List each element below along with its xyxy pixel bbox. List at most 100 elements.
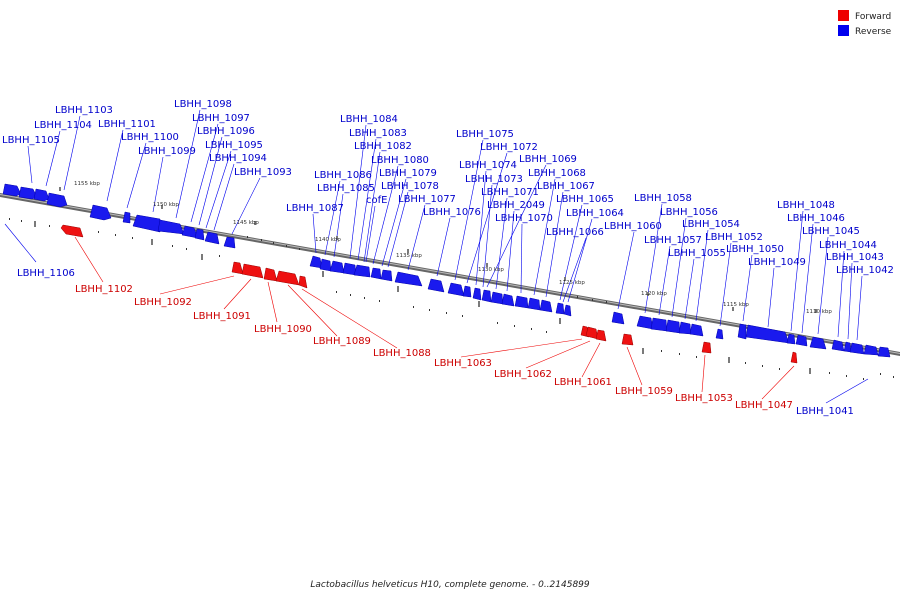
label-lbhh-1057[interactable]: LBHH_1057 xyxy=(644,235,702,246)
label-lbhh-1086[interactable]: LBHH_1086 xyxy=(314,170,372,181)
label-lbhh-1078[interactable]: LBHH_1078 xyxy=(381,181,439,192)
label-lbhh-1064[interactable]: LBHH_1064 xyxy=(566,208,624,219)
label-cofe[interactable]: cofE xyxy=(366,195,387,206)
gene-lbhh-1057[interactable] xyxy=(650,317,668,332)
gene-lbhh-1054[interactable] xyxy=(689,323,704,337)
label-lbhh-1093[interactable]: LBHH_1093 xyxy=(234,167,292,178)
label-lbhh-1065[interactable]: LBHH_1065 xyxy=(556,194,614,205)
label-lbhh-1070[interactable]: LBHH_1070 xyxy=(495,213,553,224)
label-lbhh-1053[interactable]: LBHH_1053 xyxy=(675,393,733,404)
gene-lbhh-1080[interactable] xyxy=(370,267,382,280)
gene-lbhh-1072[interactable] xyxy=(481,289,492,303)
gene-lbhh-1050[interactable] xyxy=(737,323,747,340)
label-lbhh-1047[interactable]: LBHH_1047 xyxy=(735,400,793,411)
label-lbhh-1058[interactable]: LBHH_1058 xyxy=(634,193,692,204)
gene-lbhh-1052[interactable] xyxy=(715,328,724,340)
gene-lbhh-1092[interactable] xyxy=(231,261,244,275)
label-lbhh-1090[interactable]: LBHH_1090 xyxy=(254,324,312,335)
gene-lbhh-1042[interactable] xyxy=(849,342,865,355)
label-lbhh-1077[interactable]: LBHH_1077 xyxy=(398,194,456,205)
gene-lbhh-1055[interactable] xyxy=(678,321,692,335)
label-lbhh-1082[interactable]: LBHH_1082 xyxy=(354,141,412,152)
label-lbhh-1106[interactable]: LBHH_1106 xyxy=(17,268,75,279)
gene-lbhh-1068[interactable] xyxy=(527,297,541,311)
gene-lbhh-1096[interactable] xyxy=(194,228,205,241)
gene-lbhh-1103[interactable] xyxy=(33,188,50,202)
label-lbhh-1105[interactable]: LBHH_1105 xyxy=(2,135,60,146)
label-lbhh-1080[interactable]: LBHH_1080 xyxy=(371,155,429,166)
label-lbhh-1044[interactable]: LBHH_1044 xyxy=(819,240,877,251)
label-lbhh-1054[interactable]: LBHH_1054 xyxy=(682,219,740,230)
label-lbhh-1085[interactable]: LBHH_1085 xyxy=(317,183,375,194)
label-lbhh-1076[interactable]: LBHH_1076 xyxy=(423,207,481,218)
gene-lbhh-1083[interactable] xyxy=(353,264,371,278)
label-lbhh-1049[interactable]: LBHH_1049 xyxy=(748,257,806,268)
label-lbhh-1069[interactable]: LBHH_1069 xyxy=(519,154,577,165)
label-lbhh-1103[interactable]: LBHH_1103 xyxy=(55,105,113,116)
label-lbhh-1060[interactable]: LBHH_1060 xyxy=(604,221,662,232)
gene-lbhh-1059[interactable] xyxy=(621,333,634,346)
gene-lbhh-1047[interactable] xyxy=(790,351,798,364)
label-lbhh-1050[interactable]: LBHH_1050 xyxy=(726,244,784,255)
gene-lbhh-1090[interactable] xyxy=(263,267,278,282)
gene-lbhh-1077[interactable] xyxy=(394,271,423,287)
label-lbhh-1100[interactable]: LBHH_1100 xyxy=(121,132,179,143)
gene-lbhh-1100[interactable] xyxy=(122,211,131,224)
label-lbhh-1073[interactable]: LBHH_1073 xyxy=(465,174,523,185)
gene-lbhh-1070[interactable] xyxy=(514,295,529,309)
gene-lbhh-1074[interactable] xyxy=(462,285,472,298)
label-lbhh-1055[interactable]: LBHH_1055 xyxy=(668,248,726,259)
gene-lbhh-1086[interactable] xyxy=(319,258,332,272)
gene-lbhh-1065[interactable] xyxy=(555,302,565,315)
label-lbhh-1095[interactable]: LBHH_1095 xyxy=(205,140,263,151)
label-lbhh-1104[interactable]: LBHH_1104 xyxy=(34,120,92,131)
gene-lbhh-1058[interactable] xyxy=(636,315,654,330)
label-lbhh-1097[interactable]: LBHH_1097 xyxy=(192,113,250,124)
gene-lbhh-1079[interactable] xyxy=(380,269,393,282)
gene-lbhh-1042b[interactable] xyxy=(863,344,879,356)
label-lbhh-1094[interactable]: LBHH_1094 xyxy=(209,153,267,164)
gene-lbhh-1071[interactable] xyxy=(490,291,504,305)
gene-lbhh-1085[interactable] xyxy=(329,260,345,274)
gene-lbhh-1042c[interactable] xyxy=(877,346,891,358)
gene-lbhh-1102[interactable] xyxy=(60,224,84,238)
label-lbhh-1059[interactable]: LBHH_1059 xyxy=(615,386,673,397)
label-lbhh-1063[interactable]: LBHH_1063 xyxy=(434,358,492,369)
label-lbhh-1046[interactable]: LBHH_1046 xyxy=(787,213,845,224)
label-lbhh-1052[interactable]: LBHH_1052 xyxy=(705,232,763,243)
label-lbhh-1102[interactable]: LBHH_1102 xyxy=(75,284,133,295)
label-lbhh-1084[interactable]: LBHH_1084 xyxy=(340,114,398,125)
gene-lbhh-1060[interactable] xyxy=(611,311,625,325)
gene-lbhh-1101[interactable] xyxy=(89,204,112,221)
gene-lbhh-1088[interactable] xyxy=(298,275,308,289)
gene-lbhh-2049[interactable] xyxy=(501,293,515,307)
label-lbhh-1071[interactable]: LBHH_1071 xyxy=(481,187,539,198)
label-lbhh-1045[interactable]: LBHH_1045 xyxy=(802,226,860,237)
gene-lbhh-1084[interactable] xyxy=(342,262,357,276)
label-lbhh-1075[interactable]: LBHH_1075 xyxy=(456,129,514,140)
label-lbhh-1074[interactable]: LBHH_1074 xyxy=(459,160,517,171)
gene-lbhh-1053[interactable] xyxy=(701,341,712,354)
gene-lbhh-1073[interactable] xyxy=(472,287,482,301)
gene-lbhh-1046[interactable] xyxy=(795,334,808,347)
label-lbhh-1042[interactable]: LBHH_1042 xyxy=(836,265,894,276)
gene-lbhh-1048[interactable] xyxy=(786,333,796,345)
label-lbhh-1067[interactable]: LBHH_1067 xyxy=(537,181,595,192)
label-lbhh-1041[interactable]: LBHH_1041 xyxy=(796,406,854,417)
gene-lbhh-1105[interactable] xyxy=(2,183,22,197)
label-lbhh-1068[interactable]: LBHH_1068 xyxy=(528,168,586,179)
gene-lbhh-1093[interactable] xyxy=(223,236,236,249)
label-lbhh-1088[interactable]: LBHH_1088 xyxy=(373,348,431,359)
gene-lbhh-1044[interactable] xyxy=(831,339,845,352)
label-lbhh-1092[interactable]: LBHH_1092 xyxy=(134,297,192,308)
gene-lbhh-1045[interactable] xyxy=(809,336,827,350)
gene-lbhh-1089[interactable] xyxy=(275,270,300,286)
label-lbhh-1061[interactable]: LBHH_1061 xyxy=(554,377,612,388)
label-lbhh-1101[interactable]: LBHH_1101 xyxy=(98,119,156,130)
gene-lbhh-1103b[interactable] xyxy=(46,192,68,208)
gene-lbhh-1087[interactable] xyxy=(309,255,323,269)
label-lbhh-1072[interactable]: LBHH_1072 xyxy=(480,142,538,153)
gene-lbhh-1067[interactable] xyxy=(539,299,553,313)
label-lbhh-1062[interactable]: LBHH_1062 xyxy=(494,369,552,380)
label-lbhh-2049[interactable]: LBHH_2049 xyxy=(487,200,545,211)
